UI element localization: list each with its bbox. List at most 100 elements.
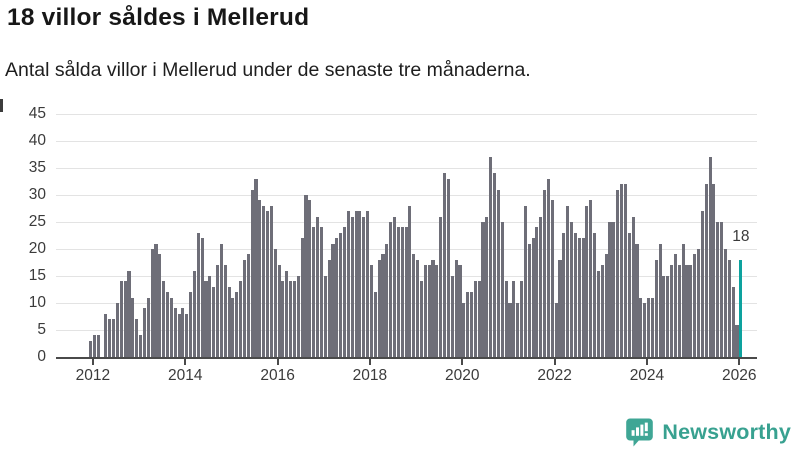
bar <box>292 281 297 357</box>
bar <box>277 265 281 357</box>
bar <box>708 157 712 357</box>
bar <box>658 243 662 357</box>
bar <box>242 259 246 357</box>
bar <box>458 265 462 357</box>
bar <box>119 281 123 357</box>
bar <box>181 308 185 357</box>
bar <box>296 276 300 357</box>
bar <box>431 259 435 357</box>
gridline <box>56 141 757 142</box>
bar <box>723 249 727 357</box>
x-tick-mark <box>368 359 371 365</box>
bar <box>104 313 108 357</box>
bar <box>158 254 162 357</box>
x-tick-mark <box>645 359 648 365</box>
bar <box>562 232 566 357</box>
newsworthy-logo: Newsworthy <box>625 417 791 447</box>
bar <box>127 270 131 357</box>
bar <box>373 292 377 357</box>
bar <box>662 276 666 357</box>
bar <box>308 200 312 357</box>
bar <box>469 292 474 357</box>
y-axis-top-tick <box>0 99 3 112</box>
y-tick-label: 30 <box>28 186 46 203</box>
bar <box>577 238 581 357</box>
bar <box>250 189 254 357</box>
bar <box>108 319 112 357</box>
bar <box>389 222 393 357</box>
bar <box>404 227 408 357</box>
bar <box>512 281 516 357</box>
bar <box>519 281 524 357</box>
bar <box>639 297 643 357</box>
bar <box>381 254 385 357</box>
y-tick-label: 10 <box>28 294 46 311</box>
y-tick-label: 35 <box>28 159 46 176</box>
bar <box>169 297 173 357</box>
bar <box>342 227 347 357</box>
bar <box>543 189 547 357</box>
bar <box>550 200 554 357</box>
x-tick-label: 2024 <box>629 367 665 384</box>
chart-title: 18 villor såldes i Mellerud <box>7 4 310 31</box>
bar <box>227 286 231 357</box>
bar <box>316 216 320 357</box>
bar <box>462 303 466 357</box>
bar <box>266 211 270 357</box>
bar <box>731 286 735 357</box>
bar <box>585 205 589 357</box>
bar <box>219 243 223 357</box>
bar <box>135 319 139 357</box>
x-tick-mark <box>91 359 94 365</box>
bar <box>720 222 724 357</box>
bar <box>319 227 323 357</box>
bar <box>443 173 447 357</box>
bar <box>335 238 339 357</box>
bar <box>154 243 158 357</box>
bar <box>285 270 289 357</box>
bar <box>96 335 100 357</box>
bar <box>485 216 489 357</box>
bar <box>670 265 674 357</box>
bar <box>416 259 420 357</box>
gridline <box>56 222 757 223</box>
bar <box>323 276 327 357</box>
bar <box>262 205 266 357</box>
bar <box>327 259 331 357</box>
bar <box>200 238 204 357</box>
y-tick-label: 40 <box>28 132 46 149</box>
bar <box>558 259 562 357</box>
bar <box>427 265 431 357</box>
bar <box>435 265 439 357</box>
bar <box>358 211 362 357</box>
bar <box>223 265 227 357</box>
newsworthy-logo-text: Newsworthy <box>662 419 791 444</box>
bar <box>608 222 612 357</box>
bar <box>627 232 631 357</box>
bar <box>539 216 543 357</box>
bar <box>281 281 285 357</box>
bar <box>727 259 731 357</box>
bar <box>254 178 258 357</box>
chart-subtitle: Antal sålda villor i Mellerud under de s… <box>5 59 531 81</box>
bar <box>142 308 146 357</box>
bar <box>377 259 381 357</box>
y-tick-label: 20 <box>28 240 46 257</box>
highlight-bar-value-label: 18 <box>732 227 750 245</box>
newsworthy-logo-icon <box>626 418 654 447</box>
bar <box>192 270 196 357</box>
bar <box>369 265 373 357</box>
gridline <box>56 114 757 115</box>
bar <box>604 254 608 357</box>
bar <box>735 324 739 357</box>
x-tick-label: 2018 <box>352 367 388 384</box>
bar <box>239 281 243 357</box>
highlight-bar <box>739 259 743 357</box>
bar <box>600 265 604 357</box>
x-tick-mark <box>553 359 556 365</box>
x-tick-mark <box>461 359 464 365</box>
x-tick-mark <box>276 359 279 365</box>
bar <box>331 243 335 357</box>
bar <box>185 313 189 357</box>
bar <box>304 195 308 357</box>
